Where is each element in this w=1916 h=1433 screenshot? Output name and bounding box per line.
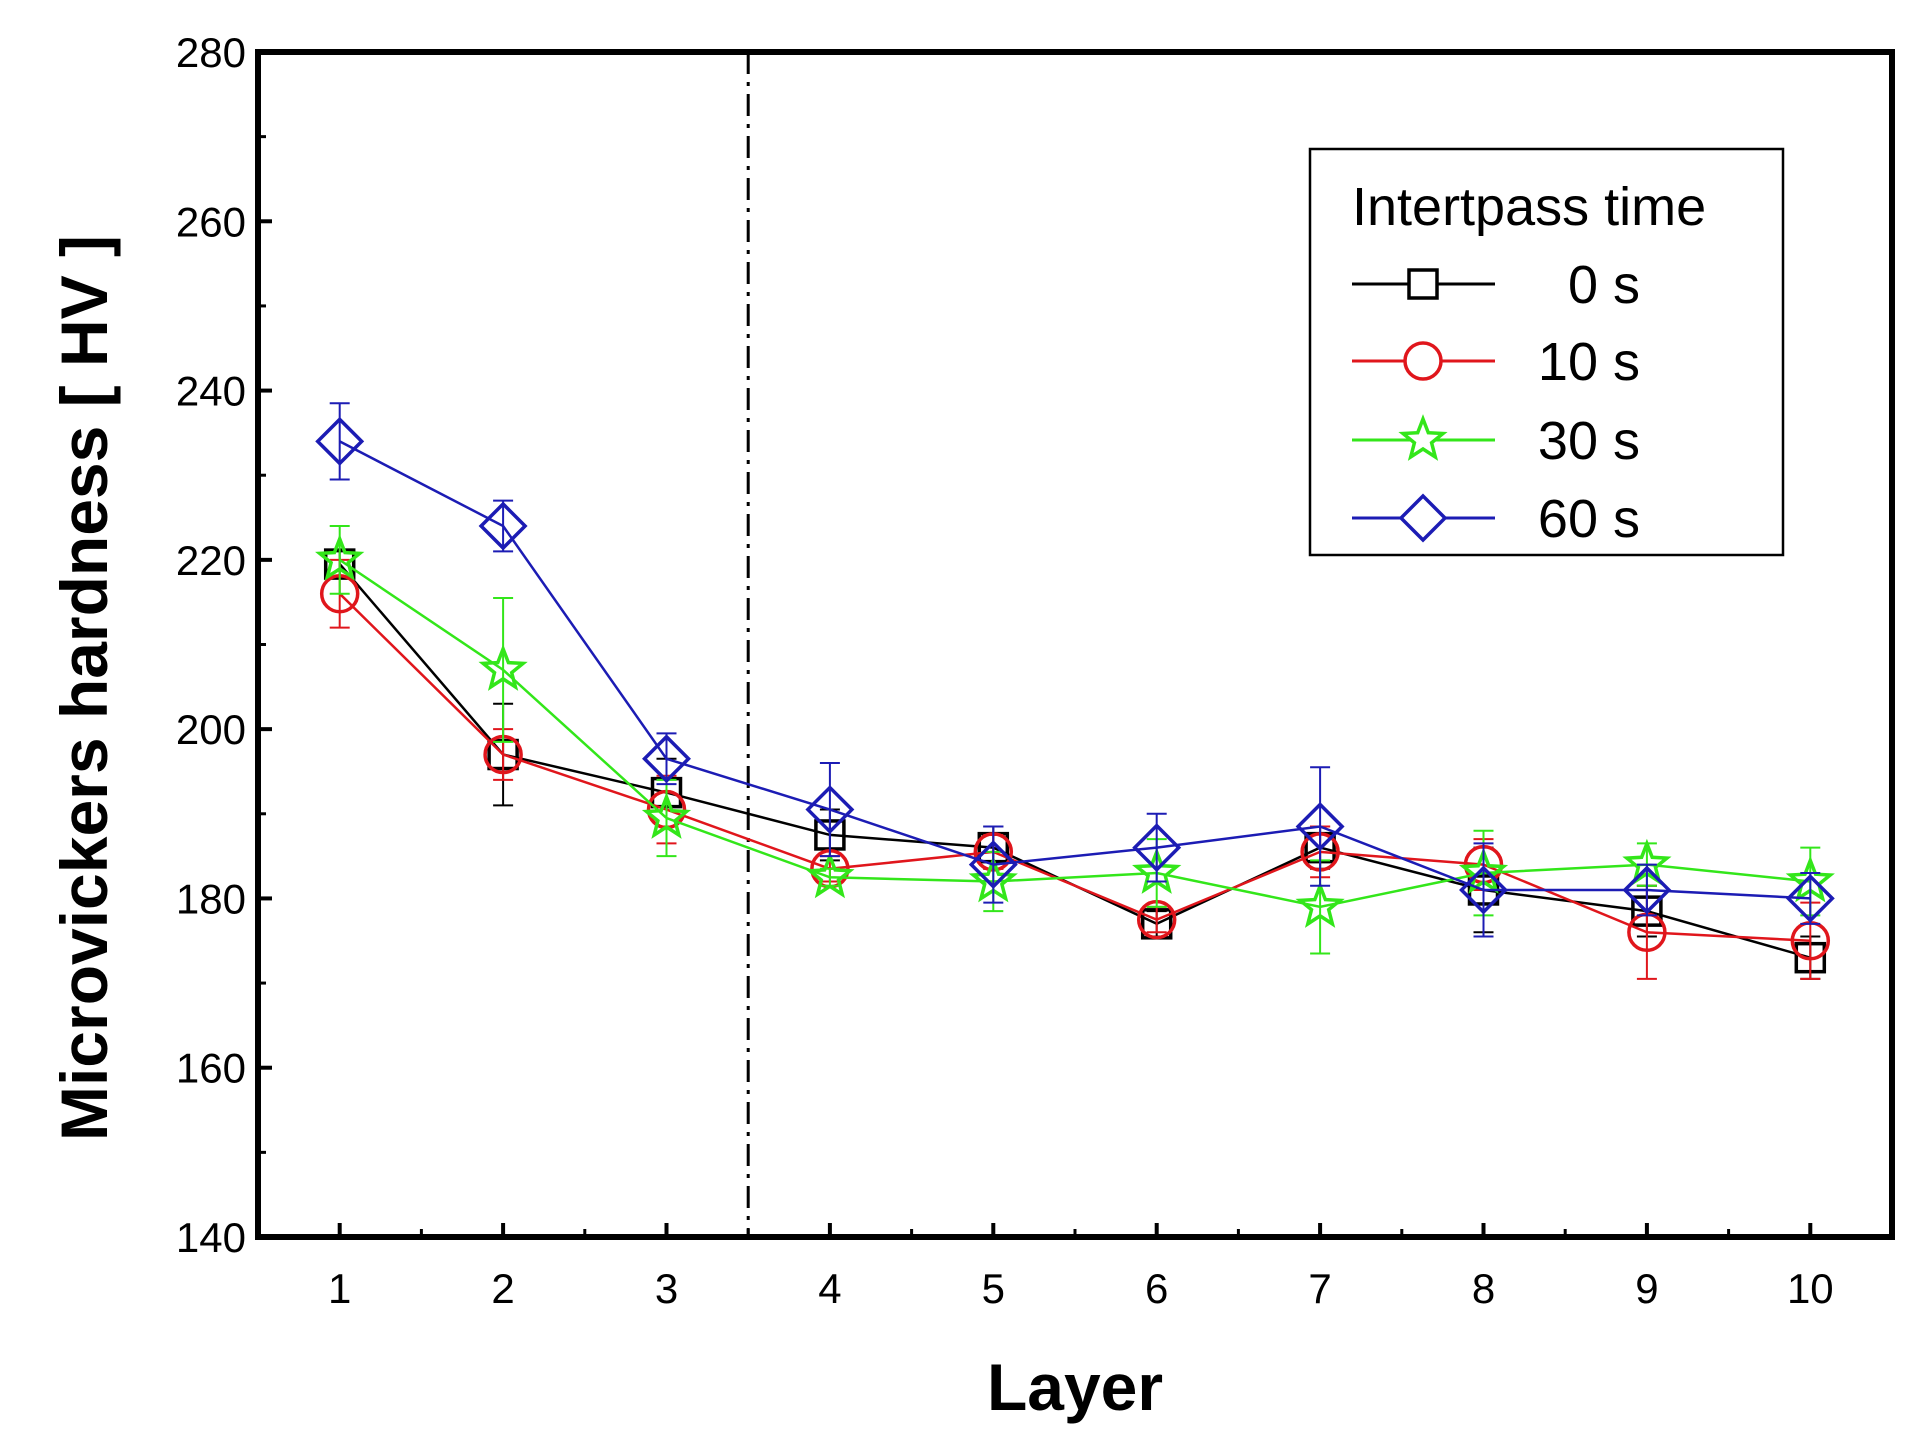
y-tick-label: 200 [176, 706, 246, 753]
x-tick-label: 4 [818, 1265, 841, 1312]
legend-label-60s: 60 s [1538, 489, 1640, 549]
y-axis-title: Microvickers hardness [ HV ] [47, 235, 121, 1141]
x-axis-title: Layer [987, 1350, 1163, 1424]
y-tick-label: 160 [176, 1045, 246, 1092]
data-point [315, 534, 365, 581]
series-30s [315, 525, 1835, 955]
legend-marker-30s [1398, 414, 1448, 461]
data-point [1622, 865, 1672, 915]
y-tick-label: 180 [176, 875, 246, 922]
legend-label-30s: 30 s [1538, 411, 1640, 471]
y-tick-label: 220 [176, 537, 246, 584]
series-0s [323, 548, 1827, 980]
series-line-10s [338, 592, 1811, 943]
x-tick-label: 7 [1308, 1265, 1331, 1312]
x-tick-label: 6 [1145, 1265, 1168, 1312]
data-point [641, 792, 692, 839]
data-point [1132, 823, 1182, 873]
legend: Intertpass time 0 s 10 s 30 s 60 s [1308, 147, 1785, 557]
x-tick-label: 3 [655, 1265, 678, 1312]
x-tick-label: 10 [1787, 1265, 1834, 1312]
series-line-60s [339, 440, 1811, 900]
data-point [1295, 881, 1345, 928]
x-tick-label: 1 [328, 1265, 351, 1312]
x-tick-label: 2 [491, 1265, 514, 1312]
x-tick-label: 9 [1635, 1265, 1658, 1312]
data-point [315, 416, 365, 466]
series-line-30s [339, 558, 1811, 909]
legend-marker-60s [1398, 493, 1448, 543]
data-point [805, 785, 855, 835]
data-point [1295, 802, 1345, 851]
x-tick-label: 8 [1472, 1265, 1495, 1312]
data-point [642, 734, 691, 784]
data-point [1459, 865, 1508, 915]
legend-marker-0s [1407, 268, 1439, 300]
legend-label-0s: 0 s [1568, 255, 1640, 315]
y-tick-label: 240 [176, 368, 246, 415]
legend-title: Intertpass time [1352, 177, 1706, 237]
data-point [478, 501, 528, 551]
x-axis: 1 2 3 4 5 6 7 8 9 10 [328, 1223, 1834, 1312]
series-10s [319, 558, 1831, 980]
x-tick-label: 5 [982, 1265, 1005, 1312]
legend-entries: 0 s 10 s 30 s 60 s [1352, 255, 1640, 549]
data-point [968, 840, 1018, 890]
data-point [1785, 873, 1835, 923]
y-tick-label: 140 [176, 1214, 246, 1261]
series-60s [315, 402, 1835, 938]
series-layer [315, 402, 1835, 980]
y-axis: 140 160 180 200 220 240 260 280 [176, 29, 272, 1261]
y-tick-label: 280 [176, 29, 246, 76]
legend-label-10s: 10 s [1538, 332, 1640, 392]
series-line-0s [338, 563, 1811, 959]
data-point [478, 644, 528, 691]
legend-box [1308, 147, 1785, 557]
legend-marker-10s [1403, 341, 1443, 381]
y-tick-label: 260 [176, 198, 246, 245]
data-point [805, 851, 855, 899]
